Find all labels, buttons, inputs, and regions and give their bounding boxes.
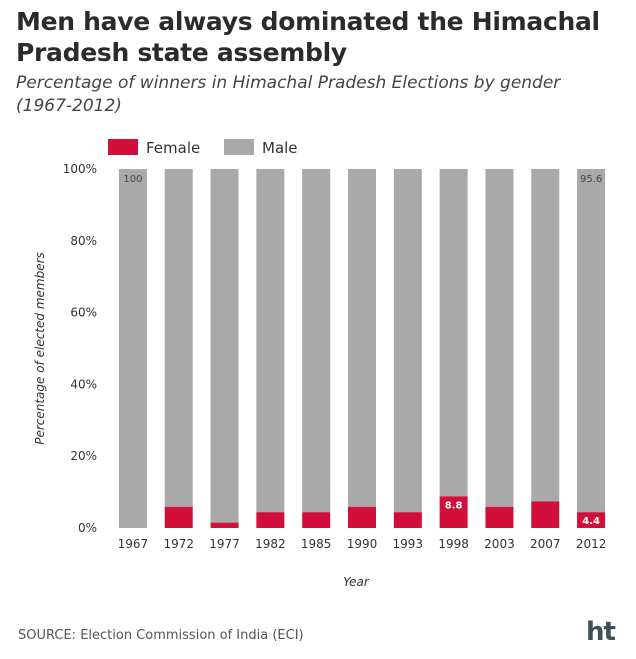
y-tick-label: 100%: [63, 162, 97, 176]
x-tick-label: 1990: [347, 537, 378, 551]
legend-swatch-male: [224, 139, 254, 155]
bar-female-2003: [485, 506, 514, 528]
bar-female-2007: [531, 501, 560, 528]
stacked-bar-chart: Female Male 0% 20% 40% 60% 80% 100% Percentage o…: [33, 139, 607, 589]
bar-female-1972: [164, 506, 193, 528]
x-tick-label: 1993: [393, 537, 424, 551]
bar-male-2003: [485, 169, 514, 507]
y-tick-label: 60%: [70, 306, 97, 320]
ht-logo: ht: [586, 617, 616, 647]
source-note: SOURCE: Election Commission of India (EC…: [18, 628, 304, 643]
x-tick-label: 1998: [438, 537, 469, 551]
y-tick-label: 20%: [70, 449, 97, 463]
y-tick-label: 0%: [78, 521, 97, 535]
x-tick-label: 1982: [255, 537, 286, 551]
data-label-male-2012: 95.6: [580, 174, 602, 185]
bar-male-1998: [439, 169, 468, 497]
data-label-female-1998: 8.8: [445, 500, 463, 511]
bar-male-1967: [118, 169, 147, 528]
x-tick-label: 2007: [530, 537, 561, 551]
data-label-female-2012: 4.4: [582, 516, 600, 527]
bar-female-1998: [439, 496, 468, 528]
bar-male-1972: [164, 169, 193, 507]
bar-female-2012: [577, 512, 606, 528]
x-tick-label: 1967: [118, 537, 149, 551]
y-axis-label: Percentage of elected members: [33, 252, 47, 445]
chart-subtitle: Percentage of winners in Himachal Prades…: [16, 73, 561, 116]
legend-swatch-female: [108, 139, 138, 155]
bar-male-1993: [393, 169, 422, 513]
y-tick-label: 40%: [70, 377, 97, 391]
x-tick-label: 1972: [163, 537, 194, 551]
bar-female-1977: [210, 522, 239, 528]
chart-title: Men have always dominated the Himachal P…: [16, 7, 600, 67]
bar-female-1990: [348, 506, 376, 528]
legend-label-male: Male: [262, 139, 298, 157]
x-tick-label: 1977: [209, 537, 240, 551]
data-label-male-1967: 100: [123, 174, 142, 185]
legend-label-female: Female: [146, 139, 200, 157]
bar-male-1985: [302, 169, 331, 513]
y-tick-label: 80%: [70, 234, 97, 248]
bar-male-1982: [256, 169, 285, 513]
bar-male-2007: [531, 169, 560, 502]
x-tick-label: 2012: [576, 537, 607, 551]
bar-male-2012: [577, 169, 606, 513]
x-tick-label: 2003: [484, 537, 515, 551]
x-tick-label: 1985: [301, 537, 332, 551]
bar-male-1977: [210, 169, 239, 523]
bar-female-1993: [393, 512, 422, 528]
bar-female-1985: [302, 512, 331, 528]
x-axis-label: Year: [343, 575, 370, 589]
bar-male-1990: [348, 169, 376, 507]
bar-female-1982: [256, 512, 285, 528]
